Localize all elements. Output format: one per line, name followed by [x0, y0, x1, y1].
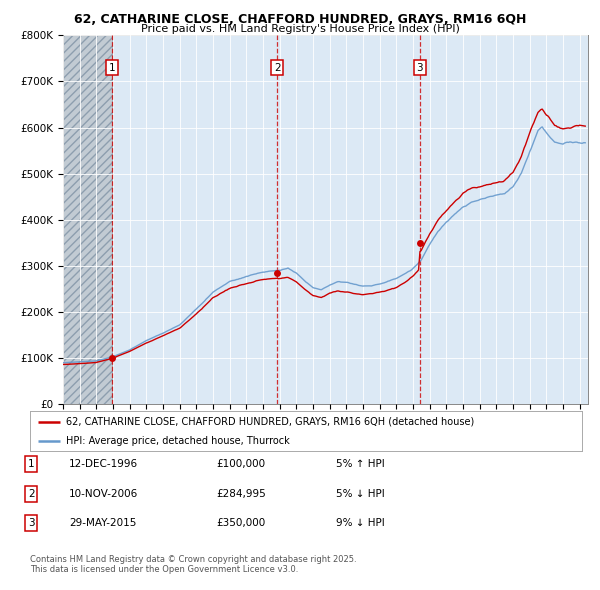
Text: 9% ↓ HPI: 9% ↓ HPI [336, 519, 385, 528]
Text: 3: 3 [416, 63, 423, 73]
Text: 5% ↓ HPI: 5% ↓ HPI [336, 489, 385, 499]
Text: 5% ↑ HPI: 5% ↑ HPI [336, 460, 385, 469]
Text: 1: 1 [109, 63, 115, 73]
Text: 62, CATHARINE CLOSE, CHAFFORD HUNDRED, GRAYS, RM16 6QH (detached house): 62, CATHARINE CLOSE, CHAFFORD HUNDRED, G… [66, 417, 474, 427]
Text: 2: 2 [28, 489, 35, 499]
Text: 62, CATHARINE CLOSE, CHAFFORD HUNDRED, GRAYS, RM16 6QH: 62, CATHARINE CLOSE, CHAFFORD HUNDRED, G… [74, 13, 526, 26]
Text: Contains HM Land Registry data © Crown copyright and database right 2025.
This d: Contains HM Land Registry data © Crown c… [30, 555, 356, 574]
Text: 2: 2 [274, 63, 281, 73]
Text: 10-NOV-2006: 10-NOV-2006 [69, 489, 138, 499]
Text: 3: 3 [28, 519, 35, 528]
Text: £284,995: £284,995 [216, 489, 266, 499]
Text: HPI: Average price, detached house, Thurrock: HPI: Average price, detached house, Thur… [66, 436, 290, 446]
Text: 12-DEC-1996: 12-DEC-1996 [69, 460, 138, 469]
Text: Price paid vs. HM Land Registry's House Price Index (HPI): Price paid vs. HM Land Registry's House … [140, 24, 460, 34]
Text: 29-MAY-2015: 29-MAY-2015 [69, 519, 136, 528]
Text: 1: 1 [28, 460, 35, 469]
Text: £100,000: £100,000 [216, 460, 265, 469]
Text: £350,000: £350,000 [216, 519, 265, 528]
Bar [63, 35, 112, 404]
